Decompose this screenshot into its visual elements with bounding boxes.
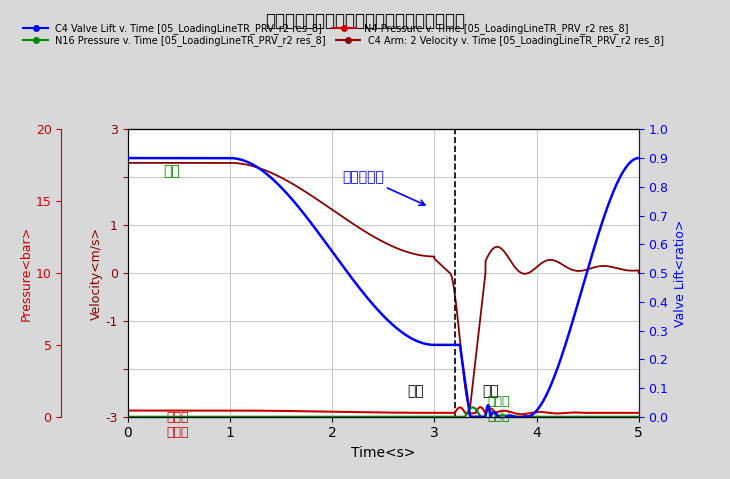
X-axis label: Time<s>: Time<s> (351, 446, 415, 460)
Y-axis label: Velocity<m/s>: Velocity<m/s> (90, 227, 103, 319)
Text: 逆止弁
出口圧: 逆止弁 出口圧 (488, 395, 510, 423)
Text: バルブ開度: バルブ開度 (342, 170, 425, 205)
Y-axis label: Pressure<bar>: Pressure<bar> (20, 226, 33, 320)
Text: 逆流: 逆流 (483, 384, 499, 398)
Legend: N16 Pressure v. Time [05_LoadingLineTR_PRV_r2 res_8], C4 Arm: 2 Velocity v. Time: N16 Pressure v. Time [05_LoadingLineTR_P… (20, 31, 668, 50)
Text: 流速: 流速 (164, 164, 180, 178)
Legend: C4 Valve Lift v. Time [05_LoadingLineTR_PRV_r2 res_8], N4 Pressure v. Time [05_L: C4 Valve Lift v. Time [05_LoadingLineTR_… (20, 19, 632, 38)
Text: 逆止弁
入口圧: 逆止弁 入口圧 (166, 411, 189, 439)
Y-axis label: Valve Lift<ratio>: Valve Lift<ratio> (674, 219, 687, 327)
Text: 逆止弁開度、前後の圧力、流速の時刻歴結果: 逆止弁開度、前後の圧力、流速の時刻歴結果 (265, 12, 465, 30)
Text: 順流: 順流 (407, 384, 424, 398)
